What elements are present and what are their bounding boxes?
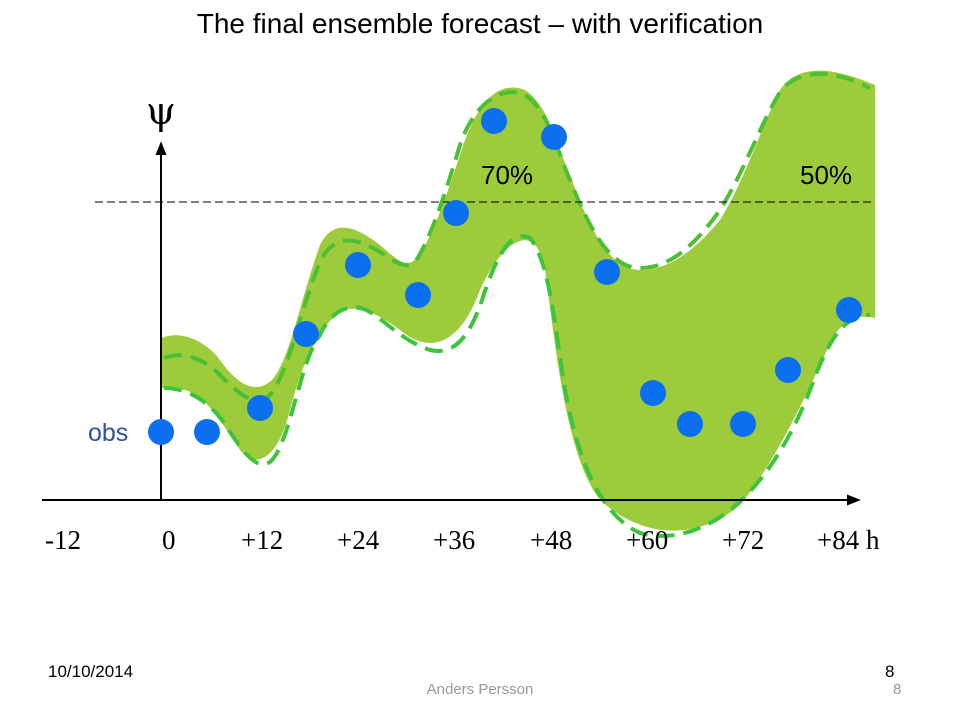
observation-point <box>836 297 862 323</box>
observation-point <box>405 282 431 308</box>
x-tick-label: +24 <box>337 525 380 555</box>
x-tick-label: +12 <box>241 525 283 555</box>
observation-point <box>194 419 220 445</box>
observation-point <box>293 321 319 347</box>
x-tick-label: +84 h <box>817 525 880 555</box>
probability-label-70: 70% <box>481 160 533 190</box>
x-tick-label: +48 <box>530 525 572 555</box>
observation-point <box>541 124 567 150</box>
observation-point <box>345 252 371 278</box>
footer-author: Anders Persson <box>426 681 534 698</box>
slide-title: The final ensemble forecast – with verif… <box>196 8 764 39</box>
ensemble-upper-dashed-line <box>163 71 871 403</box>
x-tick-label: +60 <box>626 525 668 555</box>
observation-point <box>247 395 273 421</box>
footer-page-number-secondary: 8 <box>893 681 902 698</box>
observation-point <box>481 108 507 134</box>
y-axis-symbol: ψ <box>146 89 176 133</box>
observation-point <box>730 411 756 437</box>
observation-point <box>640 380 666 406</box>
footer-page-number: 8 <box>885 662 895 681</box>
x-tick-label: 0 <box>162 525 176 555</box>
probability-label-50: 50% <box>800 160 852 190</box>
x-tick-label: -12 <box>45 525 81 555</box>
observation-point <box>594 259 620 285</box>
observation-point <box>443 200 469 226</box>
x-tick-label: +72 <box>722 525 764 555</box>
observation-point <box>148 419 174 445</box>
observation-point <box>775 357 801 383</box>
obs-label: obs <box>88 419 128 447</box>
x-tick-label: +36 <box>433 525 475 555</box>
footer-date: 10/10/2014 <box>48 662 134 681</box>
observation-point <box>677 411 703 437</box>
